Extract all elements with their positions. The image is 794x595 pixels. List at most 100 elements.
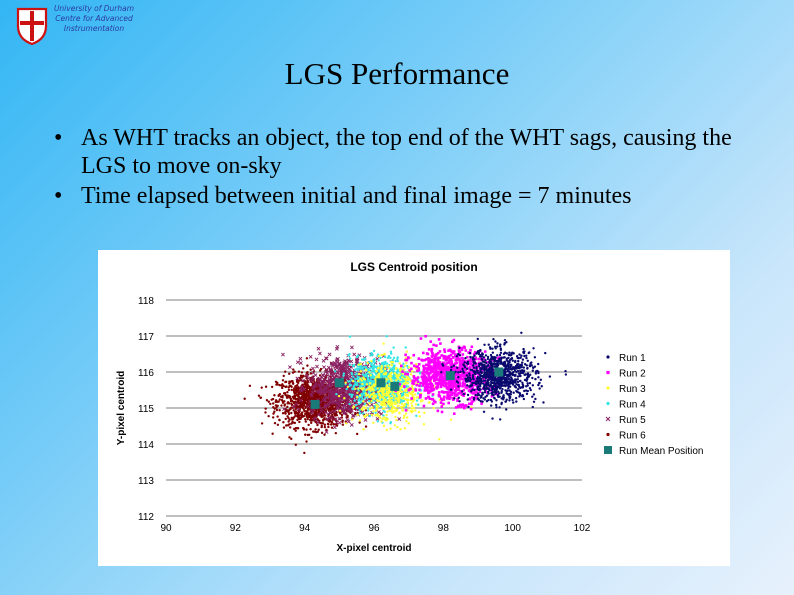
data-point xyxy=(381,396,385,399)
data-point xyxy=(328,410,333,415)
data-point xyxy=(443,348,446,351)
data-point xyxy=(498,353,502,357)
data-point xyxy=(392,356,396,360)
data-point xyxy=(408,391,411,395)
data-point xyxy=(372,380,375,383)
data-point xyxy=(511,372,514,375)
data-point xyxy=(374,378,377,381)
data-point xyxy=(477,398,481,402)
data-point xyxy=(278,383,281,387)
data-point xyxy=(489,353,493,357)
data-point xyxy=(403,403,406,406)
data-point xyxy=(348,374,352,379)
data-point xyxy=(530,361,533,364)
data-point xyxy=(450,366,453,369)
data-point xyxy=(454,358,458,362)
data-point xyxy=(317,428,320,431)
data-point xyxy=(485,362,488,365)
data-point xyxy=(412,396,416,399)
data-point xyxy=(329,415,334,420)
data-point xyxy=(375,404,379,407)
data-point xyxy=(395,418,398,422)
data-point xyxy=(403,397,407,401)
data-point xyxy=(290,437,293,441)
data-point xyxy=(544,351,547,355)
data-point xyxy=(415,414,418,418)
data-point xyxy=(326,389,331,394)
data-point xyxy=(386,356,390,360)
data-point xyxy=(331,413,334,416)
data-point xyxy=(292,409,295,412)
data-point xyxy=(461,353,465,356)
data-point xyxy=(348,352,351,356)
data-point xyxy=(283,392,287,395)
data-point xyxy=(275,408,279,412)
data-point xyxy=(416,369,419,373)
data-point xyxy=(417,357,421,360)
data-point xyxy=(383,416,386,419)
data-point xyxy=(396,375,399,378)
data-point xyxy=(487,343,490,346)
data-point xyxy=(390,360,393,364)
data-point xyxy=(380,398,383,402)
data-point xyxy=(521,381,524,384)
data-point xyxy=(522,384,525,388)
data-point xyxy=(271,432,274,435)
data-point xyxy=(377,372,381,375)
data-point xyxy=(349,396,354,401)
data-point xyxy=(380,404,384,407)
data-point xyxy=(300,376,304,379)
x-tick-label: 98 xyxy=(438,523,450,534)
data-point xyxy=(437,338,441,341)
data-point xyxy=(327,378,332,383)
data-point xyxy=(295,380,299,383)
data-point xyxy=(278,409,281,412)
data-point xyxy=(317,383,322,388)
data-point xyxy=(370,360,373,363)
data-point xyxy=(350,418,354,421)
data-point xyxy=(298,356,303,361)
data-point xyxy=(302,426,305,430)
data-point xyxy=(470,402,473,406)
data-point xyxy=(414,409,417,412)
data-point xyxy=(364,392,368,395)
data-point xyxy=(405,361,408,365)
data-point xyxy=(526,382,529,385)
data-point xyxy=(386,393,389,397)
data-point xyxy=(381,363,384,366)
data-point xyxy=(333,395,337,400)
data-point xyxy=(288,394,291,398)
data-point xyxy=(385,388,388,391)
data-point xyxy=(310,390,315,395)
bullet-item: • Time elapsed between initial and final … xyxy=(54,182,771,210)
data-point xyxy=(301,396,304,399)
data-point xyxy=(411,409,414,413)
data-point xyxy=(400,405,404,408)
data-point xyxy=(502,380,505,384)
data-point xyxy=(401,376,404,379)
data-point xyxy=(401,384,404,387)
data-point xyxy=(299,414,303,417)
data-point xyxy=(342,374,345,377)
data-point xyxy=(343,359,347,364)
data-point xyxy=(362,368,365,371)
data-point xyxy=(410,391,413,395)
data-point xyxy=(304,406,307,410)
data-point xyxy=(370,379,373,383)
data-point xyxy=(267,414,270,418)
data-point xyxy=(523,350,526,353)
data-point xyxy=(272,406,275,409)
data-point xyxy=(534,377,537,381)
data-point xyxy=(410,397,414,400)
data-point xyxy=(429,376,433,380)
data-point xyxy=(441,364,445,367)
data-point xyxy=(436,409,440,413)
data-point xyxy=(281,384,284,387)
data-point xyxy=(335,393,338,396)
data-point xyxy=(288,372,291,375)
data-point xyxy=(284,380,287,384)
data-point xyxy=(427,366,431,369)
data-point xyxy=(457,396,460,400)
data-point xyxy=(376,410,381,415)
data-point xyxy=(368,395,372,398)
